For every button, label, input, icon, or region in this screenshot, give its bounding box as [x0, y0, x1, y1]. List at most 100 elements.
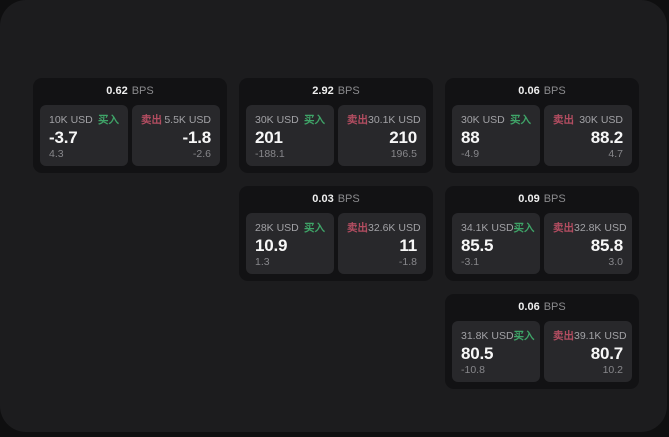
buy-tile-header: 31.8K USD 买入 — [461, 328, 535, 343]
card-header: 0.06 BPS — [445, 78, 639, 101]
sell-delta: 3.0 — [608, 256, 623, 268]
buy-amount: 31.8K USD — [461, 330, 514, 342]
sell-side-label: 卖出 — [553, 222, 574, 234]
bps-value: 0.06 — [518, 301, 540, 313]
bps-value: 0.62 — [106, 85, 128, 97]
buy-quote-tile[interactable]: 34.1K USD 买入 85.5 -3.1 — [452, 213, 540, 274]
sell-tile-header: 卖出 30K USD — [553, 112, 623, 127]
quote-card: 0.03 BPS 28K USD 买入 10.9 1.3 卖出 32.6K US… — [239, 186, 433, 281]
bps-value: 2.92 — [312, 85, 334, 97]
buy-side-label: 买入 — [513, 222, 535, 234]
quote-tiles: 10K USD 买入 -3.7 4.3 卖出 5.5K USD -1.8 -2.… — [33, 101, 227, 173]
buy-delta: -188.1 — [255, 148, 285, 160]
sell-tile-header: 卖出 32.6K USD — [347, 220, 421, 235]
quote-card: 0.06 BPS 31.8K USD 买入 80.5 -10.8 卖出 39.1… — [445, 294, 639, 389]
card-header: 0.06 BPS — [445, 294, 639, 317]
buy-quote-tile[interactable]: 28K USD 买入 10.9 1.3 — [246, 213, 334, 274]
quote-cards-grid: 0.62 BPS 10K USD 买入 -3.7 4.3 卖出 5.5K USD… — [33, 78, 639, 389]
bps-unit-label: BPS — [337, 85, 360, 97]
buy-side-label: 买入 — [98, 114, 119, 126]
quote-card: 0.09 BPS 34.1K USD 买入 85.5 -3.1 卖出 32.8K… — [445, 186, 639, 281]
quote-card: 0.06 BPS 30K USD 买入 88 -4.9 卖出 30K USD 8… — [445, 78, 639, 173]
sell-price: 85.8 — [590, 236, 623, 255]
buy-price: -3.7 — [49, 128, 78, 147]
quote-tiles: 28K USD 买入 10.9 1.3 卖出 32.6K USD 11 -1.8 — [239, 209, 433, 281]
bps-unit-label: BPS — [543, 85, 566, 97]
sell-side-label: 卖出 — [553, 330, 574, 342]
sell-quote-tile[interactable]: 卖出 5.5K USD -1.8 -2.6 — [132, 105, 220, 166]
buy-quote-tile[interactable]: 30K USD 买入 88 -4.9 — [452, 105, 540, 166]
sell-side-label: 卖出 — [347, 222, 368, 234]
quote-tiles: 30K USD 买入 201 -188.1 卖出 30.1K USD 210 1… — [239, 101, 433, 173]
sell-delta: 10.2 — [602, 364, 623, 376]
buy-amount: 34.1K USD — [461, 222, 514, 234]
quote-tiles: 34.1K USD 买入 85.5 -3.1 卖出 32.8K USD 85.8… — [445, 209, 639, 281]
buy-side-label: 买入 — [304, 222, 325, 234]
sell-side-label: 卖出 — [141, 114, 162, 126]
sell-quote-tile[interactable]: 卖出 30K USD 88.2 4.7 — [544, 105, 632, 166]
bps-unit-label: BPS — [131, 85, 154, 97]
buy-side-label: 买入 — [304, 114, 325, 126]
bps-value: 0.06 — [518, 85, 540, 97]
quote-tiles: 30K USD 买入 88 -4.9 卖出 30K USD 88.2 4.7 — [445, 101, 639, 173]
sell-quote-tile[interactable]: 卖出 32.6K USD 11 -1.8 — [338, 213, 426, 274]
sell-amount: 32.6K USD — [368, 222, 421, 234]
sell-delta: -2.6 — [192, 148, 211, 160]
buy-price: 201 — [255, 128, 283, 147]
sell-amount: 39.1K USD — [574, 330, 627, 342]
sell-amount: 5.5K USD — [164, 114, 211, 126]
sell-amount: 30.1K USD — [368, 114, 421, 126]
buy-side-label: 买入 — [513, 330, 535, 342]
buy-delta: -10.8 — [461, 364, 485, 376]
card-header: 0.03 BPS — [239, 186, 433, 209]
bps-value: 0.09 — [518, 193, 540, 205]
buy-tile-header: 30K USD 买入 — [461, 112, 531, 127]
sell-quote-tile[interactable]: 卖出 32.8K USD 85.8 3.0 — [544, 213, 632, 274]
buy-tile-header: 10K USD 买入 — [49, 112, 119, 127]
buy-price: 88 — [461, 128, 480, 147]
buy-quote-tile[interactable]: 10K USD 买入 -3.7 4.3 — [40, 105, 128, 166]
quote-card: 0.62 BPS 10K USD 买入 -3.7 4.3 卖出 5.5K USD… — [33, 78, 227, 173]
buy-delta: -4.9 — [461, 148, 480, 160]
sell-quote-tile[interactable]: 卖出 30.1K USD 210 196.5 — [338, 105, 426, 166]
sell-side-label: 卖出 — [553, 114, 574, 126]
sell-price: 80.7 — [590, 344, 623, 363]
sell-tile-header: 卖出 30.1K USD — [347, 112, 421, 127]
quote-tiles: 31.8K USD 买入 80.5 -10.8 卖出 39.1K USD 80.… — [445, 317, 639, 389]
card-header: 0.09 BPS — [445, 186, 639, 209]
buy-tile-header: 30K USD 买入 — [255, 112, 325, 127]
sell-delta: 196.5 — [390, 148, 417, 160]
sell-tile-header: 卖出 5.5K USD — [141, 112, 211, 127]
buy-delta: 1.3 — [255, 256, 270, 268]
sell-price: -1.8 — [182, 128, 212, 147]
sell-tile-header: 卖出 39.1K USD — [553, 328, 627, 343]
quote-card: 2.92 BPS 30K USD 买入 201 -188.1 卖出 30.1K … — [239, 78, 433, 173]
buy-quote-tile[interactable]: 30K USD 买入 201 -188.1 — [246, 105, 334, 166]
buy-amount: 30K USD — [255, 114, 299, 126]
buy-amount: 28K USD — [255, 222, 299, 234]
bps-unit-label: BPS — [543, 193, 566, 205]
buy-price: 85.5 — [461, 236, 494, 255]
bps-unit-label: BPS — [337, 193, 360, 205]
buy-quote-tile[interactable]: 31.8K USD 买入 80.5 -10.8 — [452, 321, 540, 382]
buy-amount: 30K USD — [461, 114, 505, 126]
sell-price: 210 — [389, 128, 417, 147]
sell-amount: 30K USD — [579, 114, 623, 126]
bps-value: 0.03 — [312, 193, 334, 205]
sell-tile-header: 卖出 32.8K USD — [553, 220, 627, 235]
buy-delta: 4.3 — [49, 148, 64, 160]
sell-delta: -1.8 — [398, 256, 417, 268]
buy-amount: 10K USD — [49, 114, 93, 126]
buy-side-label: 买入 — [510, 114, 531, 126]
sell-quote-tile[interactable]: 卖出 39.1K USD 80.7 10.2 — [544, 321, 632, 382]
bps-unit-label: BPS — [543, 301, 566, 313]
buy-tile-header: 28K USD 买入 — [255, 220, 325, 235]
sell-delta: 4.7 — [608, 148, 623, 160]
sell-side-label: 卖出 — [347, 114, 368, 126]
sell-price: 11 — [399, 236, 417, 255]
buy-tile-header: 34.1K USD 买入 — [461, 220, 535, 235]
buy-delta: -3.1 — [461, 256, 480, 268]
buy-price: 10.9 — [255, 236, 288, 255]
card-header: 2.92 BPS — [239, 78, 433, 101]
sell-amount: 32.8K USD — [574, 222, 627, 234]
